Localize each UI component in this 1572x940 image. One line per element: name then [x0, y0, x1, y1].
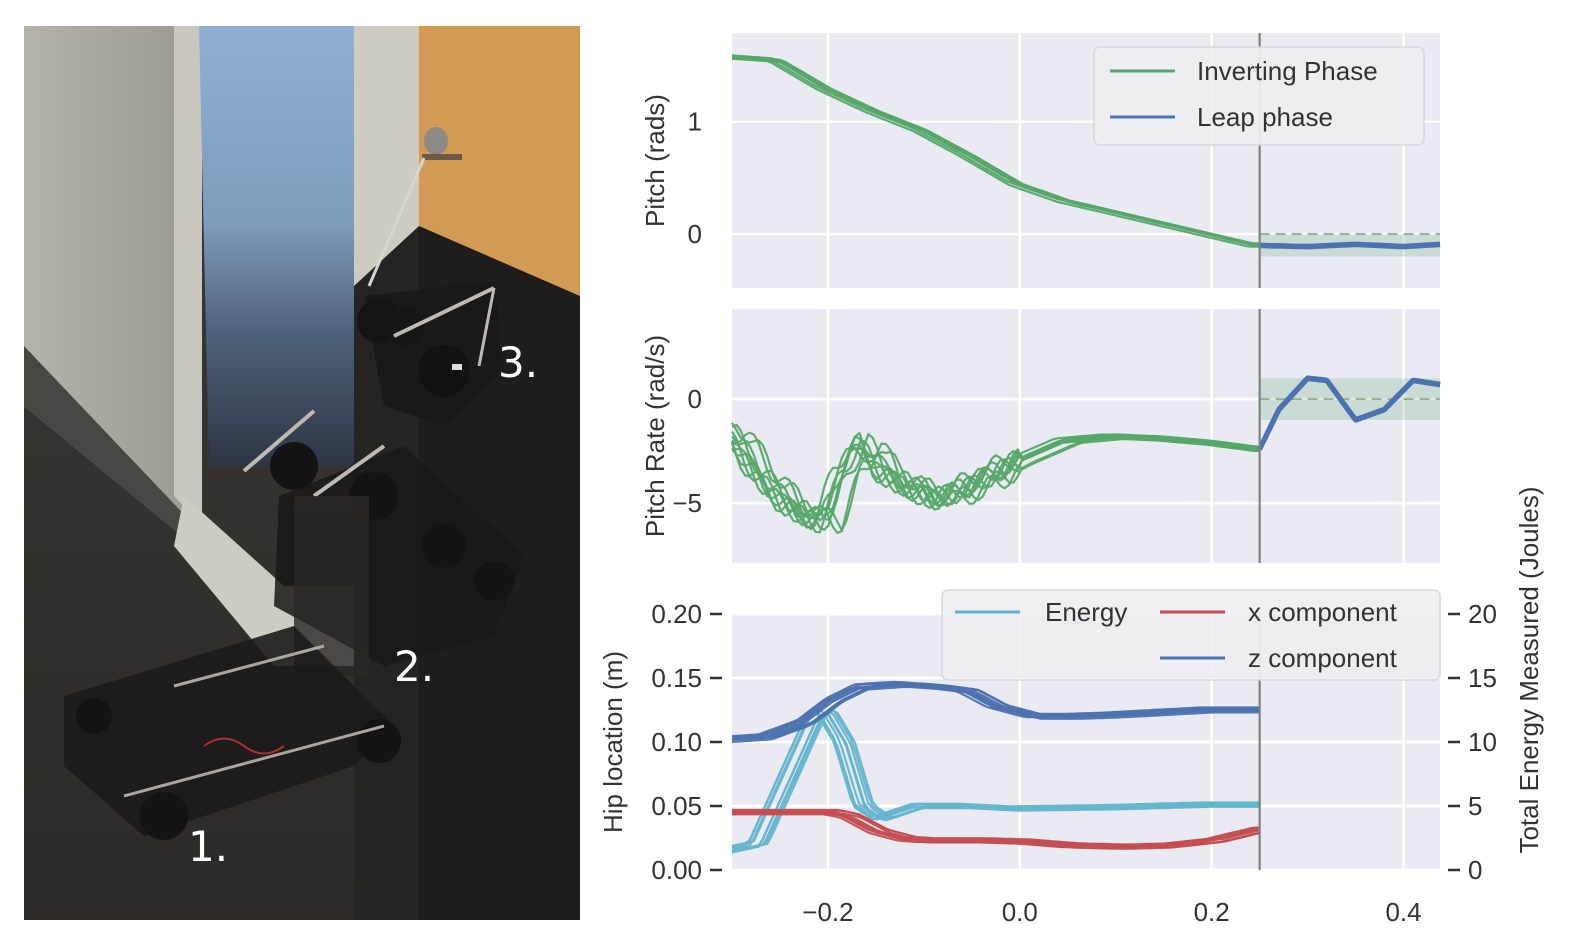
robot-lower [64, 626, 401, 840]
legend-label: z component [1248, 643, 1398, 673]
series-line-energy [732, 708, 1260, 852]
pitch-rate-panel: −5 0 Pitch Rate (rad/s) [640, 309, 1441, 563]
series-line-leap-phase [1258, 242, 1441, 250]
y-tick-label: 1 [688, 107, 702, 137]
y-tick-label: 0 [688, 219, 702, 249]
series-line-inverting-phase [732, 57, 1260, 247]
y-tick-label: 0.20 [651, 599, 702, 629]
y-axis-label: Pitch (rads) [640, 94, 670, 227]
y-right-axis-label: Total Energy Measured (Joules) [1514, 486, 1544, 853]
legend-box [1093, 46, 1425, 146]
y-right-tick-label: 15 [1468, 663, 1497, 693]
legend-label: x component [1248, 597, 1398, 627]
series-line-inverting-phase [731, 57, 1260, 248]
x-tick-label: −0.2 [802, 897, 853, 927]
y-tick-label: −5 [672, 488, 702, 518]
legend-label: Inverting Phase [1197, 56, 1378, 86]
x-tick-label: 0.4 [1385, 897, 1421, 927]
series-line-x-component [732, 813, 1260, 850]
y-tick-label: 0.15 [651, 663, 702, 693]
legend-label: Leap phase [1197, 102, 1333, 132]
hip-energy-panel: 0.00 0.05 0.10 0.15 0.20 Hip location (m) 0 5 10… [598, 486, 1544, 927]
y-tick-label: 0 [688, 384, 702, 414]
y-right-tick-label: 5 [1468, 791, 1482, 821]
pitch-panel: 0 1 Pitch (rads) Inverting Phase Leap phase [640, 33, 1441, 288]
photo-label-3: 3. [498, 338, 539, 387]
x-tick-label: 0.0 [1002, 897, 1038, 927]
y-right-tick-label: 10 [1468, 727, 1497, 757]
legend: Inverting Phase Leap phase [1093, 46, 1425, 146]
y-right-tick-label: 20 [1468, 599, 1497, 629]
robot-upper [357, 281, 504, 426]
y-tick-label: 0.05 [651, 791, 702, 821]
y-tick-label: 0.00 [651, 855, 702, 885]
y-axis-label: Hip location (m) [598, 651, 628, 833]
series-line-x-component [732, 809, 1260, 847]
robot-photo: 1. 2. 3. [24, 26, 580, 920]
series-line-inverting-phase [731, 437, 1260, 527]
y-right-tick-label: 0 [1468, 855, 1482, 885]
series-line-z-component [731, 680, 1260, 738]
y-tick-label: 0.10 [651, 727, 702, 757]
y-axis-label: Pitch Rate (rad/s) [640, 335, 670, 537]
legend-box [941, 589, 1441, 681]
photo-label-2: 2. [394, 642, 435, 691]
series-line-leap-phase [1257, 376, 1441, 451]
legend: Energy x component z component [941, 589, 1441, 681]
x-tick-label: 0.2 [1194, 897, 1230, 927]
series-line-z-component [731, 683, 1260, 741]
photo-label-1: 1. [188, 822, 229, 871]
robot-photo-drawing [24, 26, 580, 920]
glass-window [199, 26, 354, 466]
legend-label: Energy [1045, 597, 1127, 627]
